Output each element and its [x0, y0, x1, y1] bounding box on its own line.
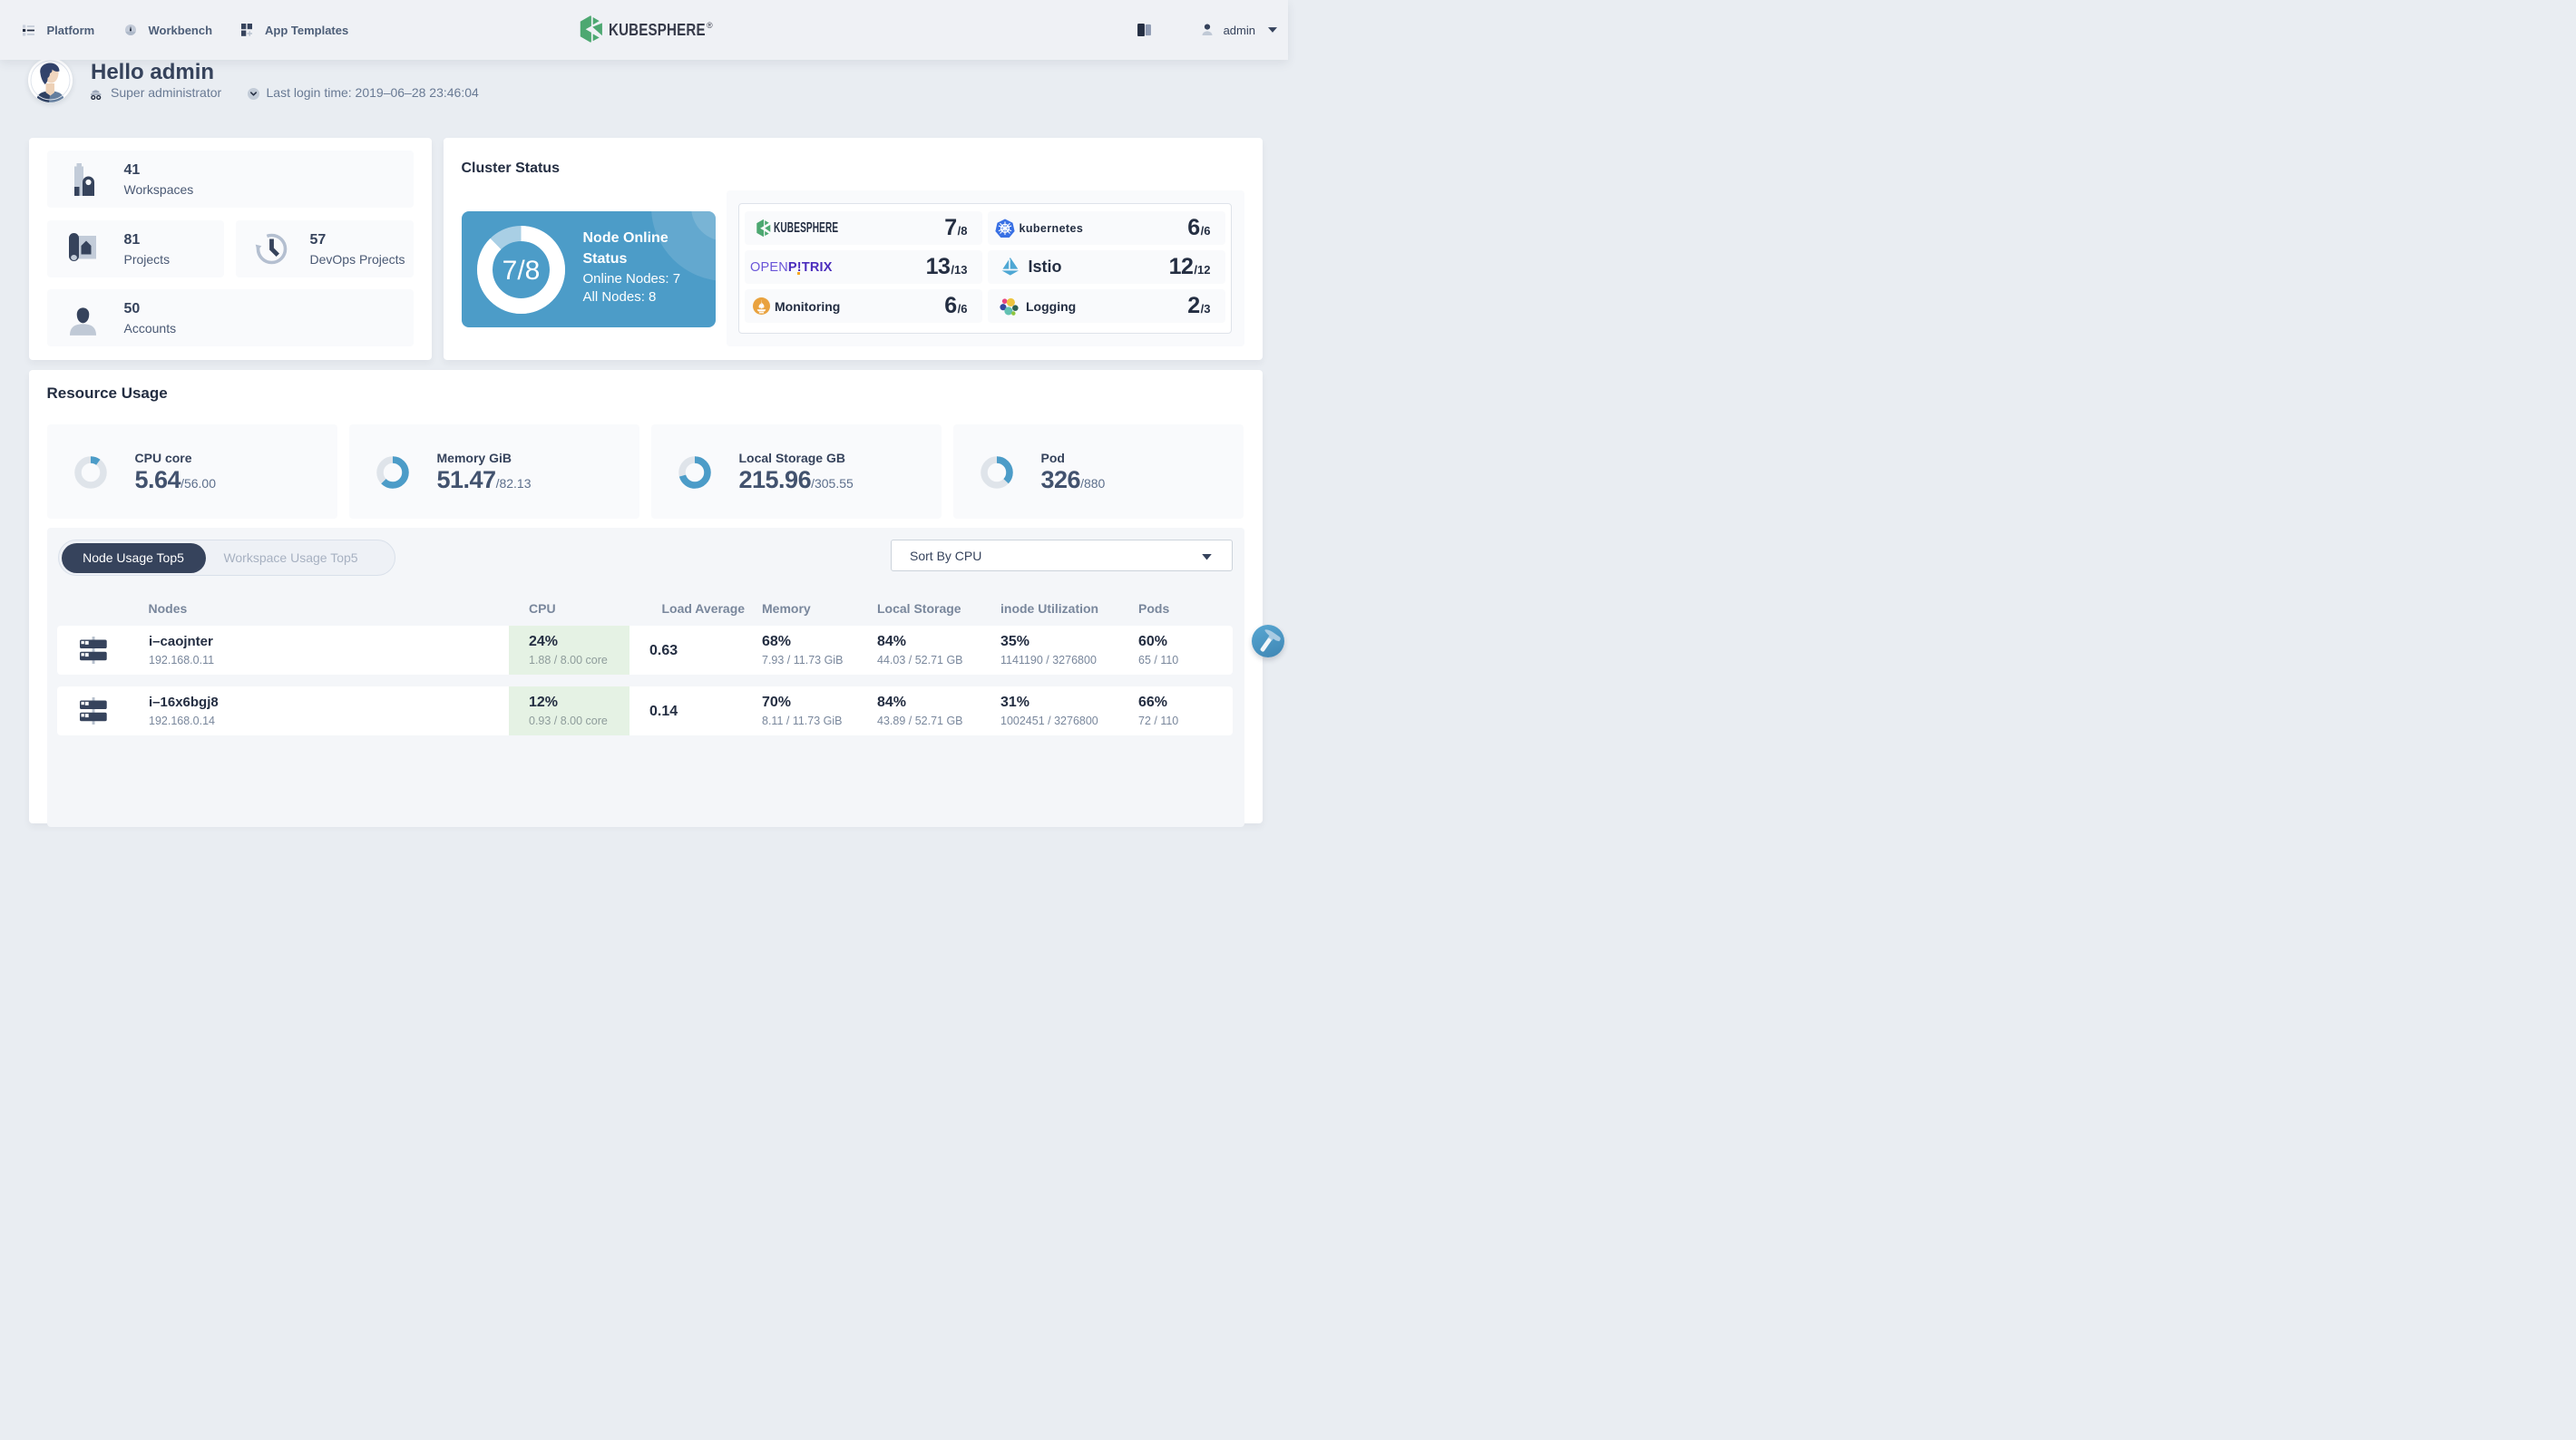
svg-text:7/8: 7/8 [502, 256, 540, 286]
